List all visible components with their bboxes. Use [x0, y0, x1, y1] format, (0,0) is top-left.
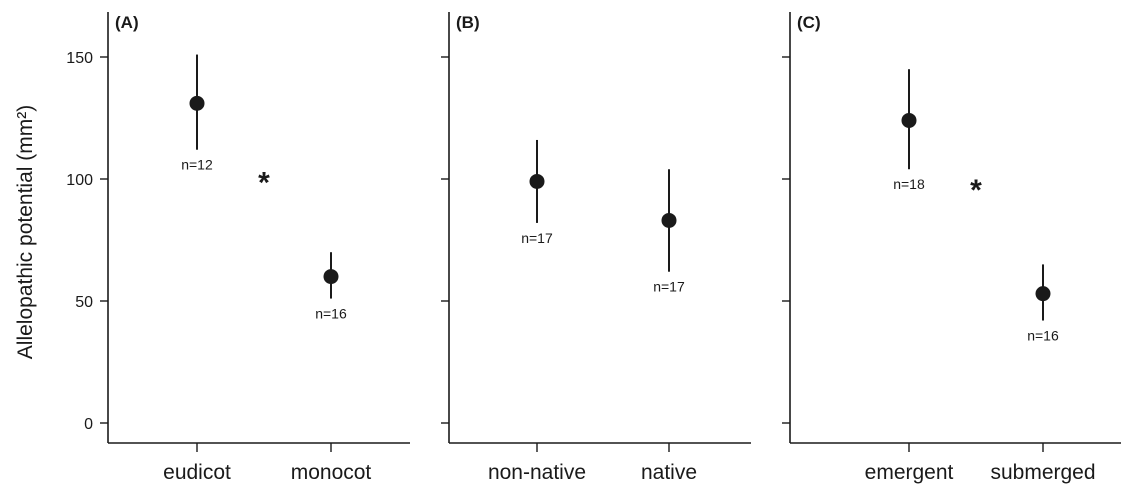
x-tick-label: emergent: [865, 461, 954, 484]
sample-size-label: n=16: [1027, 328, 1059, 344]
x-tick-label: native: [641, 461, 697, 484]
data-point: [1035, 286, 1051, 302]
sample-size-label: n=17: [521, 230, 553, 246]
data-point: [661, 212, 677, 228]
y-tick-label: 0: [84, 416, 93, 433]
significance-asterisk: *: [258, 167, 270, 200]
sample-size-label: n=16: [315, 306, 347, 322]
y-tick-label: 100: [66, 172, 93, 189]
sample-size-label: n=18: [893, 176, 925, 192]
panel-label: (A): [115, 13, 139, 32]
sample-size-label: n=12: [181, 157, 213, 173]
data-point: [901, 112, 917, 128]
panel-1: 0 50 100 150 (A) eudicot monocot n=12 n=16 *: [66, 12, 410, 484]
significance-asterisk: *: [970, 174, 982, 207]
y-tick-label: 50: [75, 294, 93, 311]
x-tick-label: submerged: [990, 461, 1095, 484]
x-tick-label: monocot: [291, 461, 372, 484]
data-point: [323, 269, 339, 285]
chart-panels: 0 50 100 150 (A) eudicot monocot n=12 n=16 * (B) no…: [66, 12, 1121, 484]
panel-2: (B) non-native native n=17 n=17: [441, 12, 751, 484]
data-point: [189, 95, 205, 111]
y-tick-label: 150: [66, 50, 93, 67]
x-tick-label: non-native: [488, 461, 586, 484]
sample-size-label: n=17: [653, 279, 685, 295]
panel-label: (C): [797, 13, 821, 32]
x-tick-label: eudicot: [163, 461, 231, 484]
panel-3: (C) emergent submerged n=18 n=16 *: [782, 12, 1121, 484]
data-point: [529, 173, 545, 189]
y-axis-label: Allelopathic potential (mm²): [14, 105, 37, 359]
panel-label: (B): [456, 13, 480, 32]
